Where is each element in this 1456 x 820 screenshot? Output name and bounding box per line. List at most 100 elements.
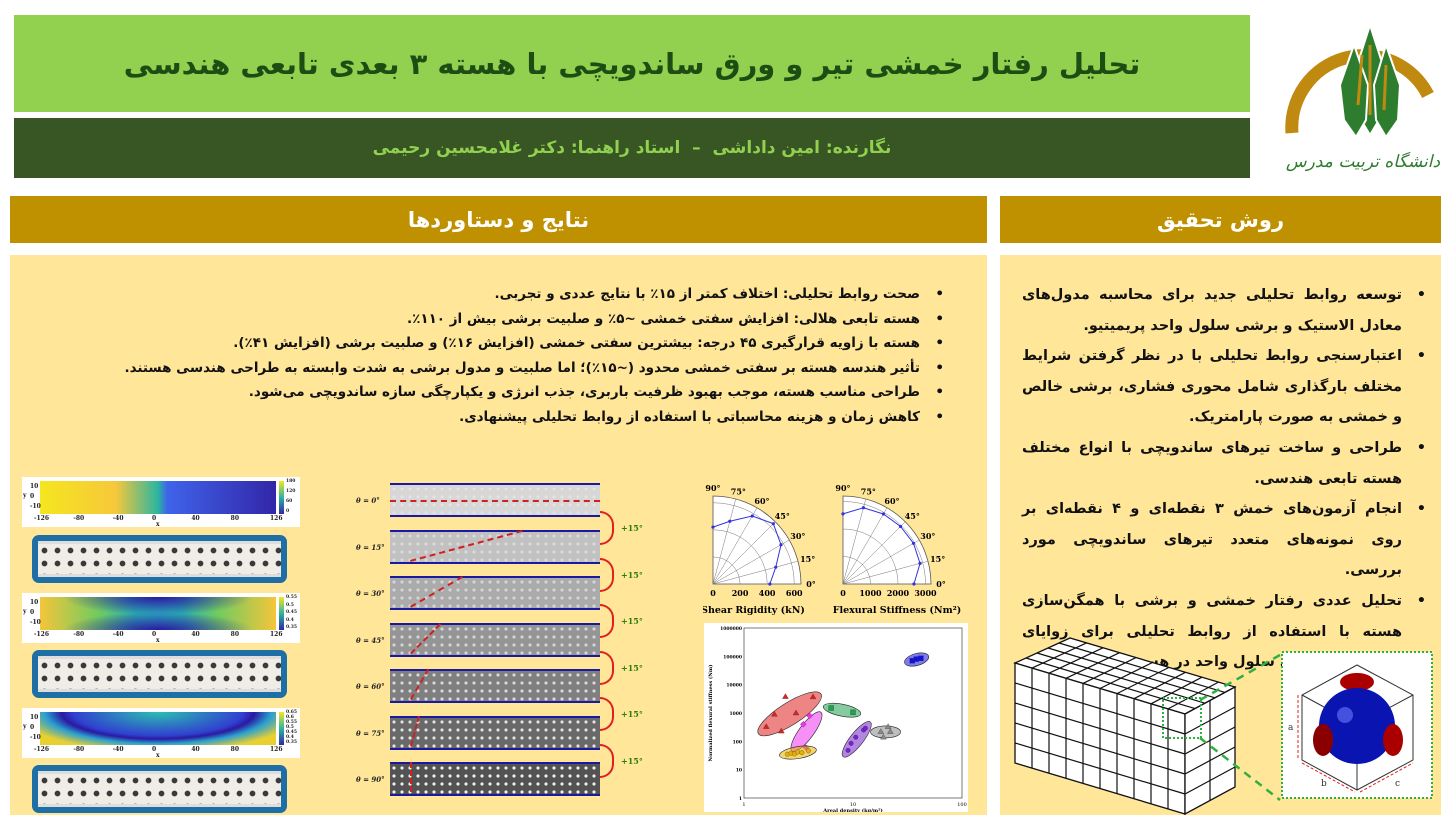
y-tick-label: 10 xyxy=(30,483,39,490)
y-tick-label: 10 xyxy=(30,599,39,606)
angle-label: θ = 15° xyxy=(356,542,385,552)
scatter-point xyxy=(762,723,770,729)
core-strip xyxy=(390,576,600,610)
polar-grid-spoke xyxy=(842,507,888,585)
method-heading: روش تحقیق xyxy=(1156,207,1285,232)
y-tick-label: 1 xyxy=(739,796,742,802)
grid-line xyxy=(1036,652,1206,704)
polar-data-point xyxy=(779,543,783,547)
orientation-line xyxy=(410,762,412,792)
polar-grid-spoke xyxy=(712,521,776,585)
list-item: صحت روابط تحلیلی: اختلاف کمتر از ۱۵٪ با … xyxy=(40,282,950,307)
method-list: توسعه روابط تحلیلی جدید برای محاسبه مدول… xyxy=(1022,280,1432,678)
scatter-point xyxy=(880,733,887,740)
orientation-line xyxy=(410,622,442,654)
x-tick-label: -80 xyxy=(73,746,85,753)
x-tick-label: -126 xyxy=(34,746,50,753)
list-item: طراحی مناسب هسته، موجب بهبود ظرفیت باربر… xyxy=(40,380,950,405)
core-strip xyxy=(390,622,600,657)
heatmap-3: -126 -80 -40 0 40 80 126 10 0 -10 x y 0.65 0.6 0.55 0.5… xyxy=(22,708,300,759)
angle-step-label: +15° xyxy=(621,569,643,580)
scatter-point xyxy=(848,740,854,746)
angle-step-label: +15° xyxy=(621,709,643,719)
r-tick-label: 200 xyxy=(732,588,749,598)
r-tick-label: 0 xyxy=(710,588,716,598)
x-tick-label: 0 xyxy=(152,746,157,753)
colorbar xyxy=(279,481,284,514)
y-tick-label: 1000000 xyxy=(720,626,742,632)
orientation-line xyxy=(410,715,420,747)
poster-title-bar: تحلیل رفتار خمشی تیر و ورق ساندویچی با ه… xyxy=(14,15,1250,112)
scatter-point xyxy=(913,656,919,662)
x-tick-label: -126 xyxy=(34,515,50,522)
orientation-line xyxy=(410,576,463,608)
x-tick-label: -40 xyxy=(112,746,124,753)
x-axis-title: Areal density (kg/m²) xyxy=(822,807,883,812)
cluster-ellipse xyxy=(757,691,822,737)
y-tick-label: -10 xyxy=(30,734,41,741)
heatmap-2: -126 -80 -40 0 40 80 126 10 0 -10 x y 0.55 0.5 0.45 0.4… xyxy=(22,593,300,644)
r-tick-label: 2000 xyxy=(887,588,910,598)
unit-cell-figure: a b c xyxy=(1013,637,1433,815)
polar-data-point xyxy=(841,512,845,516)
x-tick-label: 0 xyxy=(152,631,157,638)
colorbar-tick: 120 xyxy=(286,489,296,494)
x-tick-label: 40 xyxy=(191,515,200,522)
scatter-point xyxy=(884,723,892,729)
x-tick-label: 80 xyxy=(230,746,240,753)
y-tick-label: 100 xyxy=(733,739,742,745)
polar-data-point xyxy=(771,522,775,526)
angle-step-label: +15° xyxy=(621,662,643,673)
logo-text: دانشگاه تربیت مدرس xyxy=(1286,151,1441,172)
stiffness-density-scatter-chart: 1 10 100 1 10 100 1000 10000 100000 1000000 Areal … xyxy=(704,623,968,812)
polar-grid-spoke xyxy=(842,521,906,585)
polar-axis-title: Shear Rigidity (kN) xyxy=(703,605,805,616)
specimen-photo-3 xyxy=(32,765,287,813)
x-tick-label: 100 xyxy=(957,802,967,808)
angle-label: θ = 90° xyxy=(356,775,385,784)
x-tick-label: 0 xyxy=(152,515,157,522)
polar-grid-spoke xyxy=(842,498,867,585)
polar-data-point xyxy=(861,506,866,510)
grid-line xyxy=(1047,647,1216,699)
angle-tick-label: 30° xyxy=(920,531,935,541)
r-tick-label: 1000 xyxy=(859,588,882,598)
author-bar: نگارنده: امین داداشی – استاد راهنما: دکت… xyxy=(14,118,1250,178)
method-header: روش تحقیق xyxy=(1000,196,1441,243)
x-tick-label: -40 xyxy=(112,515,124,522)
angle-tick-label: 0° xyxy=(806,579,816,589)
scatter-point xyxy=(805,748,811,754)
colorbar xyxy=(279,712,284,745)
results-list: صحت روابط تحلیلی: اختلاف کمتر از ۱۵٪ با … xyxy=(40,282,950,429)
polar-grid-spoke xyxy=(712,560,799,585)
angle-tick-label: 90° xyxy=(835,483,850,493)
polar-data-point xyxy=(728,519,732,523)
r-tick-label: 400 xyxy=(759,588,776,598)
grid-line xyxy=(1133,671,1186,700)
y-tick-label: 10 xyxy=(736,768,742,774)
polar-data-point xyxy=(711,525,715,529)
colorbar-tick: 0.35 xyxy=(286,625,297,630)
grid-line xyxy=(1167,681,1219,710)
y-tick-label: 100000 xyxy=(723,654,742,660)
x-tick-label: 40 xyxy=(191,746,200,753)
polar-grid-spoke xyxy=(842,560,929,585)
scatter-point xyxy=(850,709,856,716)
angle-tick-label: 60° xyxy=(884,496,899,506)
y-tick-label: 10 xyxy=(30,714,39,721)
scatter-point xyxy=(828,705,834,711)
scatter-point xyxy=(845,747,851,753)
y-tick-label: 0 xyxy=(30,609,35,616)
specimen-photo-1 xyxy=(32,535,287,583)
scatter-point xyxy=(792,709,800,716)
grid-line xyxy=(1048,647,1104,674)
y-axis-title: Normalized flexural stiffness (Nm) xyxy=(707,665,714,762)
angle-step-label: +15° xyxy=(621,616,643,626)
polar-data-point xyxy=(918,561,922,565)
scatter-point xyxy=(800,721,807,728)
orientation-line xyxy=(390,500,600,502)
core-strip xyxy=(390,715,600,750)
x-tick-label: -40 xyxy=(112,631,124,638)
polar-data-point xyxy=(768,582,772,586)
